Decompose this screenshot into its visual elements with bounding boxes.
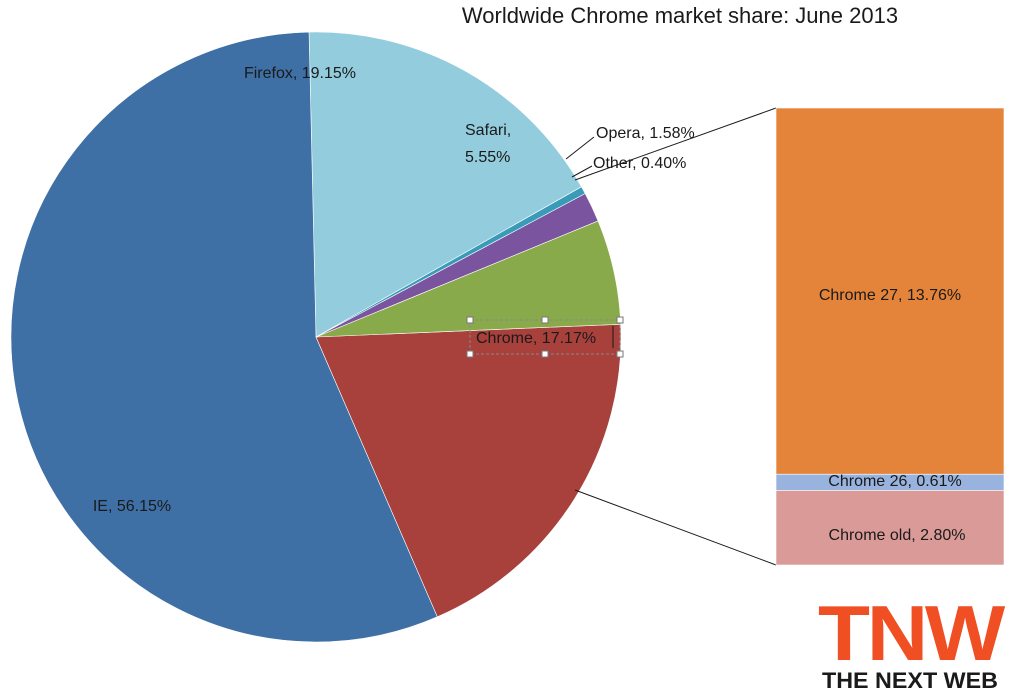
bar-segment-chrome-old [775,490,1005,566]
label-chrome-26: Chrome 26, 0.61% [828,473,961,490]
bar-segment-chrome-27 [775,107,1005,475]
stacked-bar [775,107,1005,566]
chrome-label-selection[interactable]: Chrome, 17.17% [466,316,624,358]
pie-chart [10,31,622,643]
pie-slice-other [315,186,586,338]
selection-handle[interactable] [541,350,549,358]
label-chrome: Chrome, 17.17% [476,330,596,347]
selection-handle[interactable] [466,350,474,358]
selection-handle[interactable] [616,316,624,324]
selection-handle[interactable] [466,316,474,324]
pie-slice-chrome [308,31,582,338]
label-safari-line2: 5.55% [465,149,510,166]
label-firefox: Firefox, 19.15% [244,65,356,82]
label-safari-line1: Safari, [465,122,511,139]
slice-labels: Firefox, 19.15% Safari, 5.55% Opera, 1.5… [93,65,966,544]
leader-opera [565,136,595,160]
pie-slice-ie [10,31,438,643]
label-ie: IE, 56.15% [93,498,171,515]
tnw-logo: TNW THE NEXT WEB [818,589,1009,693]
logo-wordmark: THE NEXT WEB [822,668,998,693]
logo-mark: TNW [818,589,1006,677]
leader-other [571,165,593,178]
connector-line-top [574,107,777,181]
chart-title: Worldwide Chrome market share: June 2013 [462,3,898,28]
connector-line-bottom [574,489,777,566]
pie-slice-firefox [315,323,622,618]
label-chrome-27: Chrome 27, 13.76% [819,287,961,304]
label-other: Other, 0.40% [593,155,686,172]
selection-handle[interactable] [541,316,549,324]
label-chrome-old: Chrome old, 2.80% [829,527,966,544]
selection-handle[interactable] [616,350,624,358]
label-opera: Opera, 1.58% [596,125,695,142]
